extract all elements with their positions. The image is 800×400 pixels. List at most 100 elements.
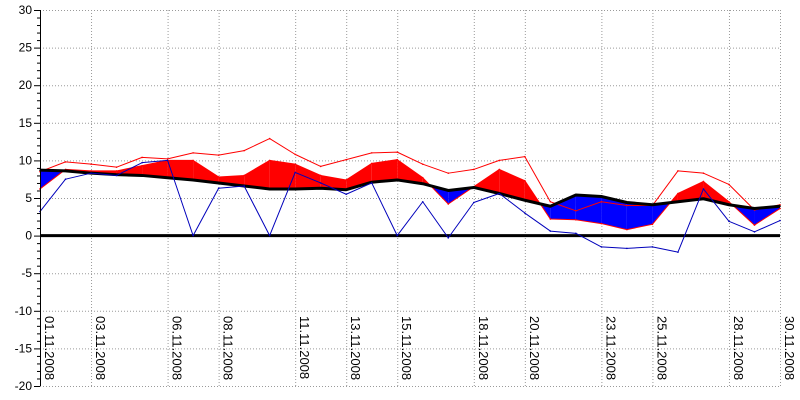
max-data-point [677, 170, 679, 172]
mean-data-point [651, 223, 654, 226]
min-data-point [319, 182, 322, 184]
above-normal-area [371, 159, 398, 183]
deviation-areas [40, 159, 780, 230]
normal-series-line [39, 168, 781, 211]
min-data-point [90, 172, 92, 174]
max-data-point [702, 172, 705, 174]
max-data-point [421, 163, 424, 165]
max-data-point [524, 155, 526, 158]
min-data-point [217, 187, 220, 190]
min-data-point [370, 182, 373, 184]
min-data-point [268, 234, 271, 237]
normal-data-point [447, 189, 450, 192]
min-data-point [524, 212, 526, 214]
min-data-point [421, 200, 424, 203]
mean-data-point [575, 219, 577, 221]
min-data-point [141, 161, 143, 164]
mean-data-point [217, 176, 220, 178]
mean-data-point [345, 179, 348, 181]
x-tick-label: 15.11.2008 [399, 316, 414, 380]
min-data-point [447, 237, 450, 239]
above-normal-area [244, 160, 270, 189]
mean-data-point [702, 180, 705, 183]
min-data-point [192, 234, 194, 237]
max-data-point [217, 154, 220, 156]
above-normal-area [397, 159, 423, 184]
mean-data-point [549, 218, 552, 220]
below-normal-area [626, 202, 653, 230]
above-normal-area [269, 160, 296, 189]
y-tick-label: 0 [25, 229, 32, 243]
max-data-point [498, 159, 501, 162]
normal-data-point [626, 201, 628, 204]
above-normal-area [167, 160, 194, 180]
y-tick-label: -20 [15, 379, 33, 393]
min-data-point [600, 246, 603, 248]
x-tick-label: 25.11.2008 [654, 316, 669, 380]
axes [34, 10, 41, 387]
mean-data-point [370, 162, 373, 165]
max-data-point [243, 149, 245, 152]
mean-data-point [498, 168, 501, 171]
above-normal-area [193, 160, 219, 183]
y-tick-label: -10 [15, 304, 33, 318]
x-tick-label: 03.11.2008 [93, 316, 108, 380]
below-normal-area [575, 194, 602, 224]
normal-data-point [600, 195, 603, 198]
normal-data-point [549, 205, 552, 208]
max-data-point [447, 172, 450, 174]
y-tick-label: 15 [19, 116, 33, 130]
mean-data-point [677, 192, 679, 195]
max-series-line [39, 138, 781, 212]
normal-data-point [217, 182, 220, 184]
normal-data-point [64, 170, 67, 172]
y-tick-label: 30 [19, 3, 33, 17]
max-data-point [370, 152, 373, 154]
max-data-point [396, 151, 399, 153]
max-data-point [319, 165, 322, 168]
tick-labels: 30 25 20 15 10 5 0 -5 -10 -15 -20 01.11.2008 03.11.2… [15, 3, 797, 393]
mean-data-point [243, 174, 245, 177]
min-data-point [166, 159, 169, 162]
max-data-point [600, 200, 603, 203]
y-tick-label: -5 [21, 266, 32, 280]
normal-data-point [421, 182, 424, 185]
normal-data-point [651, 203, 654, 206]
x-tick-label: 08.11.2008 [221, 316, 236, 380]
normal-data-point [779, 205, 781, 208]
mean-data-point [90, 170, 92, 172]
above-normal-area [499, 169, 525, 201]
min-data-point [753, 231, 756, 233]
mean-data-point [192, 159, 194, 162]
max-data-point [294, 153, 296, 156]
normal-data-point [753, 207, 756, 210]
above-normal-area [116, 165, 143, 176]
normal-data-point [319, 187, 322, 190]
x-tick-label: 23.11.2008 [603, 316, 618, 380]
max-data-point [64, 161, 67, 163]
series-lines [39, 137, 781, 253]
mean-data-point [319, 174, 322, 177]
min-data-point [498, 192, 501, 195]
mean-data-point [600, 222, 603, 225]
min-data-point [779, 219, 781, 222]
x-tick-label: 11.11.2008 [297, 316, 312, 379]
max-data-point [115, 166, 118, 168]
min-data-point [677, 251, 679, 253]
min-data-point [115, 174, 118, 177]
y-tick-label: -15 [15, 341, 33, 355]
mean-data-point [753, 224, 756, 226]
mean-data-point [115, 170, 118, 172]
max-data-point [90, 163, 92, 165]
mean-data-point [626, 228, 628, 231]
mean-data-point [447, 203, 450, 205]
normal-data-point [575, 194, 577, 196]
min-data-point [396, 234, 399, 237]
normal-data-point [524, 199, 526, 202]
y-tick-label: 25 [19, 41, 33, 55]
max-data-point [549, 200, 552, 203]
x-tick-label: 28.11.2008 [731, 316, 746, 380]
max-data-point [626, 204, 628, 207]
normal-data-point [396, 179, 399, 181]
